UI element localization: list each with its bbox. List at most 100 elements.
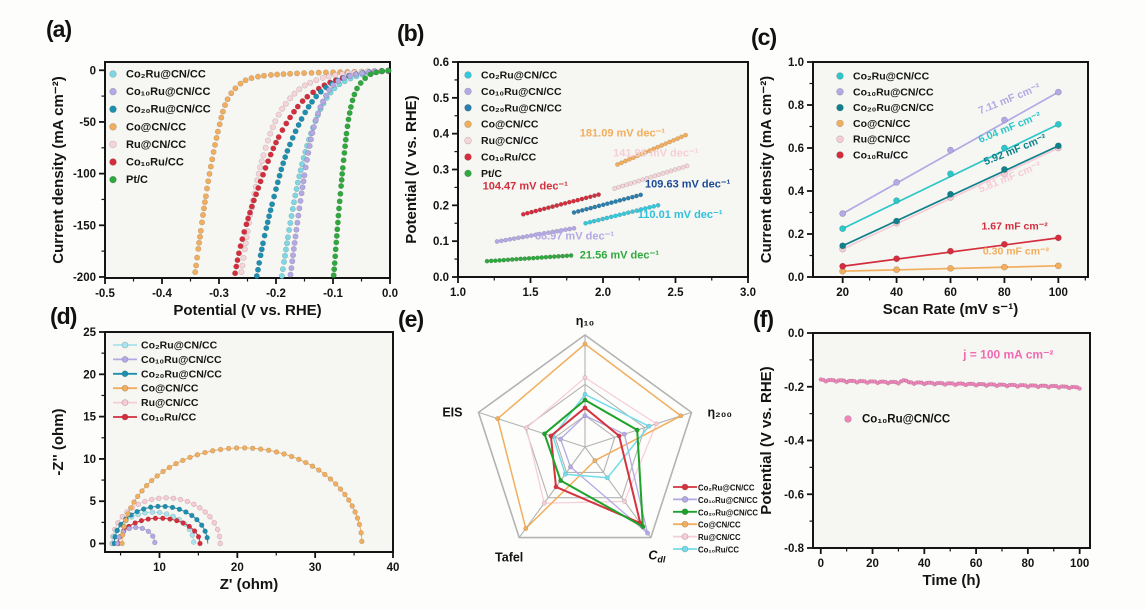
data-point — [301, 70, 308, 77]
data-point — [680, 164, 686, 170]
data-point — [119, 532, 126, 538]
legend-label: Co₁₀Ru@CN/CC — [862, 414, 950, 426]
data-point — [298, 116, 305, 123]
legend-item: Co₁₀Ru/CC — [836, 150, 909, 162]
data-point — [288, 265, 295, 272]
data-point — [353, 85, 360, 92]
panel-d-y-axis-title: -Z'' (ohm) — [50, 408, 67, 475]
data-point — [296, 173, 303, 180]
panel-b-annotation-slope-ru-cn: 141.96 mV dec⁻¹ — [613, 148, 699, 160]
legend-label: Co@CN/CC — [853, 118, 911, 130]
data-point — [667, 139, 672, 145]
data-point — [293, 186, 300, 193]
y-tick-label: 10 — [83, 454, 96, 466]
data-point — [233, 263, 240, 270]
data-point — [267, 207, 274, 214]
legend-label: Co₁₀Ru/CC — [481, 152, 537, 164]
x-tick-label: 80 — [998, 287, 1011, 299]
data-point — [335, 205, 342, 212]
data-point — [287, 95, 294, 102]
data-point — [621, 196, 627, 202]
data-point — [317, 88, 324, 95]
y-tick-label: -200 — [73, 272, 96, 284]
data-point — [239, 262, 246, 269]
data-point — [632, 179, 638, 185]
data-point — [295, 212, 302, 219]
data-point — [243, 221, 250, 228]
data-point — [567, 226, 573, 232]
data-point — [319, 74, 326, 81]
data-point — [119, 540, 125, 547]
data-point — [535, 255, 540, 261]
data-point — [284, 147, 291, 154]
x-tick-label: -0.5 — [95, 288, 115, 300]
legend-item: Co₁₀Ru@CN/CC — [836, 86, 934, 98]
data-point — [554, 228, 560, 234]
data-point — [176, 506, 183, 512]
data-point — [336, 198, 343, 205]
data-point — [292, 192, 299, 199]
data-point — [501, 257, 507, 263]
data-point — [266, 447, 272, 453]
vertex-point — [568, 464, 573, 470]
data-point — [546, 230, 551, 236]
data-point — [301, 82, 308, 89]
legend-label: Co₁₀Ru/CC — [853, 150, 909, 162]
data-point — [286, 141, 293, 148]
data-point — [1054, 262, 1062, 270]
vertex-point — [558, 436, 563, 442]
data-point — [199, 219, 206, 226]
data-point — [262, 164, 269, 171]
data-point — [1001, 263, 1008, 271]
radar-axis-label-1: η₂₀₀ — [708, 405, 732, 419]
legend-item: Co₂Ru@CN/CC — [464, 70, 558, 82]
data-point — [537, 231, 543, 237]
data-point — [550, 229, 556, 235]
data-point — [947, 190, 954, 198]
data-point — [604, 215, 610, 221]
data-point — [286, 227, 293, 234]
panel-e-legend: Co₂Ru@CN/CC Co₁₀Ru@CN/CC Co₂₀Ru@CN/CC Co@CN… — [673, 484, 758, 555]
legend-marker — [121, 356, 129, 363]
data-point — [319, 98, 326, 105]
data-point — [583, 195, 589, 201]
data-point — [660, 170, 666, 176]
legend-label: Co₂₀Ru@CN/CC — [698, 508, 758, 517]
arc-points — [114, 524, 158, 547]
panel-a-y-axis-title: Current density (mA cm⁻²) — [50, 76, 67, 263]
x-tick-label: 1.5 — [523, 287, 540, 299]
data-point — [339, 170, 346, 177]
data-point — [216, 533, 223, 540]
data-point — [193, 262, 200, 269]
y-tick-label: -0.6 — [784, 489, 804, 501]
data-point — [839, 210, 847, 217]
data-point — [191, 501, 197, 507]
legend-item: Co₁₀Ru@CN/CC — [464, 86, 562, 98]
legend-item: Co₂Ru@CN/CC — [113, 340, 218, 352]
legend-label: Co@CN/CC — [481, 119, 539, 131]
data-point — [167, 516, 173, 522]
data-point — [505, 257, 511, 263]
data-point — [571, 225, 577, 231]
data-point — [566, 199, 572, 205]
data-point — [624, 182, 630, 188]
radar-series-co10ru-cn — [558, 413, 650, 536]
data-point — [242, 445, 248, 451]
data-point — [675, 136, 680, 141]
x-tick-label: 40 — [918, 558, 931, 570]
data-point — [893, 266, 900, 274]
legend-item: Co₂Ru@CN/CC — [836, 71, 930, 83]
data-point — [170, 513, 176, 519]
data-point — [224, 96, 231, 103]
data-point — [556, 253, 561, 259]
x-tick-label: 3.0 — [740, 287, 756, 299]
data-point — [264, 137, 271, 144]
data-point — [514, 256, 519, 262]
data-point — [290, 199, 297, 206]
data-point — [283, 120, 290, 127]
legend-item: Co₂Ru@CN/CC — [109, 69, 206, 81]
data-point — [494, 239, 500, 244]
data-point — [253, 272, 260, 279]
data-point — [150, 533, 156, 539]
